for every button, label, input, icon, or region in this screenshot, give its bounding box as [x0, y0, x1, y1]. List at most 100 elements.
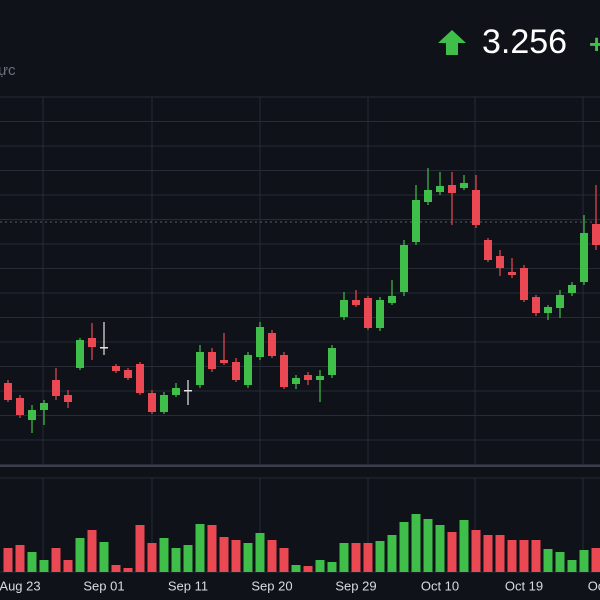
volume-bar	[99, 542, 109, 572]
volume-bar	[435, 525, 445, 572]
candle-body	[556, 295, 564, 308]
volume-bar	[27, 552, 37, 572]
x-tick-label: Oct 10	[421, 578, 459, 593]
candle-body	[88, 338, 96, 347]
volume-bar	[123, 568, 133, 572]
candle-body	[124, 370, 132, 378]
candle-body	[544, 307, 552, 313]
volume-bar	[447, 532, 457, 572]
volume-bar	[399, 522, 409, 572]
volume-bar	[219, 537, 229, 572]
candle-body	[472, 190, 480, 225]
x-tick-label: Sep 11	[168, 578, 208, 593]
volume-bar	[423, 519, 433, 572]
candle-body	[532, 297, 540, 313]
volume-bar	[543, 549, 553, 572]
volume-bar	[519, 540, 529, 572]
candle-body	[292, 378, 300, 384]
candle-body	[112, 366, 120, 371]
volume-bar	[255, 533, 265, 572]
volume-bar	[495, 535, 505, 572]
volume-bar	[411, 514, 421, 572]
candle-body	[4, 383, 12, 400]
volume-bar	[567, 560, 577, 572]
volume-bar	[327, 562, 337, 572]
candle-body	[208, 352, 216, 369]
candle-body	[280, 355, 288, 387]
candle-body	[244, 355, 252, 385]
candle-body	[424, 190, 432, 202]
volume-bar	[243, 543, 253, 572]
candle-body	[28, 410, 36, 420]
candle-body	[328, 348, 336, 375]
volume-bar	[111, 565, 121, 572]
volume-bar	[531, 540, 541, 572]
volume-bar	[135, 525, 145, 572]
volume-bar	[315, 560, 325, 572]
candle-body	[376, 300, 384, 328]
volume-bar	[183, 545, 193, 572]
volume-bar	[147, 543, 157, 572]
candle-body	[412, 200, 420, 242]
volume-bar	[15, 545, 25, 572]
candle-body	[304, 375, 312, 380]
volume-bar	[483, 535, 493, 572]
x-tick-label: Sep 01	[83, 578, 124, 593]
candle-body	[496, 256, 504, 268]
candle-body	[220, 360, 228, 363]
candle-body	[316, 376, 324, 380]
volume-bar	[303, 566, 313, 572]
volume-bar	[51, 548, 61, 572]
candle-body	[364, 298, 372, 328]
candle-body	[400, 245, 408, 292]
volume-bar	[207, 525, 217, 572]
volume-bar	[75, 538, 85, 572]
x-tick-label: Oc	[588, 578, 600, 593]
candle-body	[388, 296, 396, 303]
candle-body	[256, 327, 264, 357]
candle-body	[232, 362, 240, 380]
candle-body	[160, 395, 168, 412]
candle-body	[436, 186, 444, 192]
candle-body	[580, 233, 588, 282]
volume-bar	[375, 541, 385, 572]
volume-bar	[87, 530, 97, 572]
volume-bar	[291, 565, 301, 572]
up-arrow	[438, 30, 466, 55]
candle-body	[268, 333, 276, 356]
candle-body	[40, 403, 48, 410]
candle-body	[448, 185, 456, 193]
candle-body	[508, 272, 516, 275]
candle-body	[76, 340, 84, 368]
candle-body	[484, 240, 492, 260]
volume-bar	[363, 543, 373, 572]
candle-body	[568, 285, 576, 293]
volume-bar	[351, 543, 361, 572]
candle-body	[352, 300, 360, 305]
candle-body	[196, 352, 204, 385]
volume-bar	[231, 540, 241, 572]
volume-bar	[267, 540, 277, 572]
candle-body	[520, 268, 528, 300]
candle-body	[340, 300, 348, 317]
volume-bar	[579, 550, 589, 572]
volume-bar	[555, 552, 565, 572]
candle-body	[592, 224, 600, 245]
volume-bar	[159, 538, 169, 572]
volume-bar	[3, 548, 13, 572]
candle-body	[460, 183, 468, 188]
volume-bar	[39, 560, 49, 572]
volume-bar	[63, 560, 73, 572]
volume-bar	[459, 520, 469, 572]
volume-bar	[591, 548, 600, 572]
candle-body	[52, 380, 60, 396]
candle-body	[148, 393, 156, 412]
volume-bar	[195, 524, 205, 572]
x-tick-label: Sep 20	[251, 578, 292, 593]
x-tick-label: Aug 23	[0, 578, 41, 593]
candle-body	[16, 398, 24, 415]
price-change: +	[589, 29, 600, 59]
volume-bar	[387, 535, 397, 572]
